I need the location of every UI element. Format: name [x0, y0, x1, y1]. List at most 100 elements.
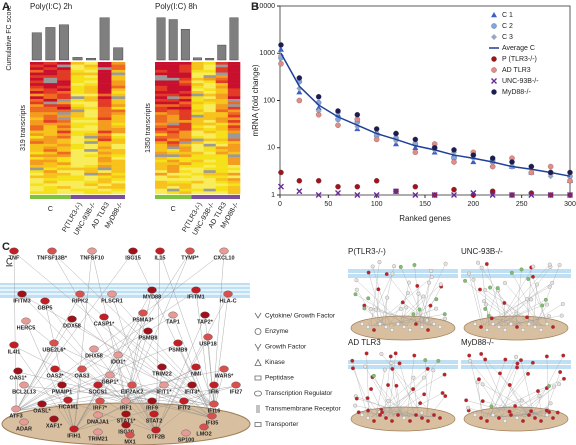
mini-node — [552, 384, 557, 389]
mini-edge — [427, 305, 431, 327]
heatmap-cell — [203, 130, 217, 134]
point — [412, 144, 419, 150]
mini-node — [497, 416, 501, 420]
heatmap-cell — [191, 109, 204, 113]
mini-node — [479, 265, 484, 270]
heatmap-cell — [167, 83, 180, 87]
mini-node — [385, 295, 390, 300]
heatmap-cell — [57, 91, 72, 94]
heatmap-cell — [155, 62, 168, 65]
heatmap-cell — [167, 151, 180, 155]
point — [354, 111, 361, 118]
node-icon — [223, 290, 233, 298]
heatmap-cell — [111, 141, 126, 145]
heatmap-cell — [43, 159, 58, 163]
node-label: DNAJA1 — [87, 419, 109, 425]
heatmap-cell — [111, 170, 126, 174]
heatmap-cell — [84, 122, 99, 126]
heatmap-cell — [97, 75, 112, 79]
point — [373, 126, 380, 132]
heatmap-cell — [70, 120, 85, 124]
bar — [168, 19, 178, 61]
edge — [44, 301, 127, 404]
heatmap-cell — [179, 130, 192, 134]
heatmap-cell — [167, 120, 180, 124]
edge — [125, 331, 149, 404]
edge — [73, 385, 237, 432]
edge — [73, 331, 149, 432]
edge — [13, 345, 75, 432]
heatmap-cell — [215, 191, 229, 195]
edge — [51, 251, 215, 407]
edge — [125, 313, 144, 404]
heatmap-cell — [111, 88, 126, 92]
heatmap-cell — [30, 151, 44, 155]
mini-edge — [388, 292, 409, 327]
node-icon — [19, 381, 29, 389]
heatmap-cell — [215, 159, 229, 163]
mini-node — [386, 383, 391, 388]
heatmap-cell — [179, 122, 192, 126]
legend-label: C 2 — [502, 23, 513, 30]
bar — [99, 17, 110, 61]
mini-edge — [428, 395, 446, 418]
legend-icon — [254, 358, 262, 366]
point — [451, 159, 457, 165]
heatmap-cell — [30, 170, 44, 174]
mini-node — [525, 315, 529, 320]
heatmap-cell — [167, 106, 180, 110]
heatmap-cell — [167, 170, 180, 174]
heatmap-cell — [43, 128, 58, 131]
edge — [131, 385, 157, 433]
point — [509, 159, 515, 165]
heatmap-cell — [111, 117, 126, 121]
heatmap-cell — [70, 77, 85, 81]
heatmap-cell — [111, 106, 126, 110]
heatmap-cell — [70, 183, 85, 187]
point — [489, 192, 496, 198]
heatmap-cell — [97, 96, 112, 100]
edge — [103, 317, 157, 433]
bar — [156, 17, 166, 61]
node-label: STAT1* — [117, 418, 137, 424]
heatmap-cell — [43, 154, 58, 158]
mini-node — [551, 325, 555, 329]
legend-label: Transcription Regulator — [265, 390, 333, 397]
panel-label: B — [251, 1, 259, 13]
heatmap-cell — [57, 109, 72, 113]
mini-node — [540, 303, 545, 308]
heatmap-cell — [111, 85, 126, 89]
mini-node — [483, 287, 488, 292]
mini-edge — [477, 262, 522, 327]
heatmap-label: 319 transcripts — [20, 105, 27, 151]
mini-edge — [507, 410, 547, 418]
node-label: PMAIP1 — [52, 389, 72, 395]
heatmap-cell — [57, 186, 72, 190]
node-icon — [121, 421, 131, 429]
heatmap-cell — [215, 104, 229, 108]
node-label: ATF3 — [9, 413, 22, 419]
heatmap-cell — [84, 183, 99, 187]
heatmap-cell — [215, 117, 229, 121]
heatmap-cell — [203, 159, 217, 163]
heatmap-cell — [84, 85, 99, 89]
heatmap-cell — [30, 167, 44, 171]
node-icon — [49, 415, 59, 423]
mini-edge — [484, 288, 498, 327]
heatmap-cell — [179, 112, 192, 116]
mini-node — [514, 311, 519, 316]
heatmap-cell — [203, 188, 217, 192]
heatmap-cell — [155, 88, 168, 92]
edge — [93, 349, 215, 407]
mini-edge — [364, 308, 388, 327]
edge — [71, 319, 213, 419]
heatmap-cell — [97, 172, 112, 176]
heatmap-cell — [43, 101, 58, 105]
legend-icon — [254, 328, 262, 335]
heatmap-cell — [57, 122, 72, 126]
mini-edge — [469, 360, 516, 418]
heatmap-cell — [167, 109, 180, 113]
heatmap-cell — [179, 175, 192, 179]
node-label: NMI — [191, 371, 202, 377]
heatmap-cell — [111, 62, 126, 65]
